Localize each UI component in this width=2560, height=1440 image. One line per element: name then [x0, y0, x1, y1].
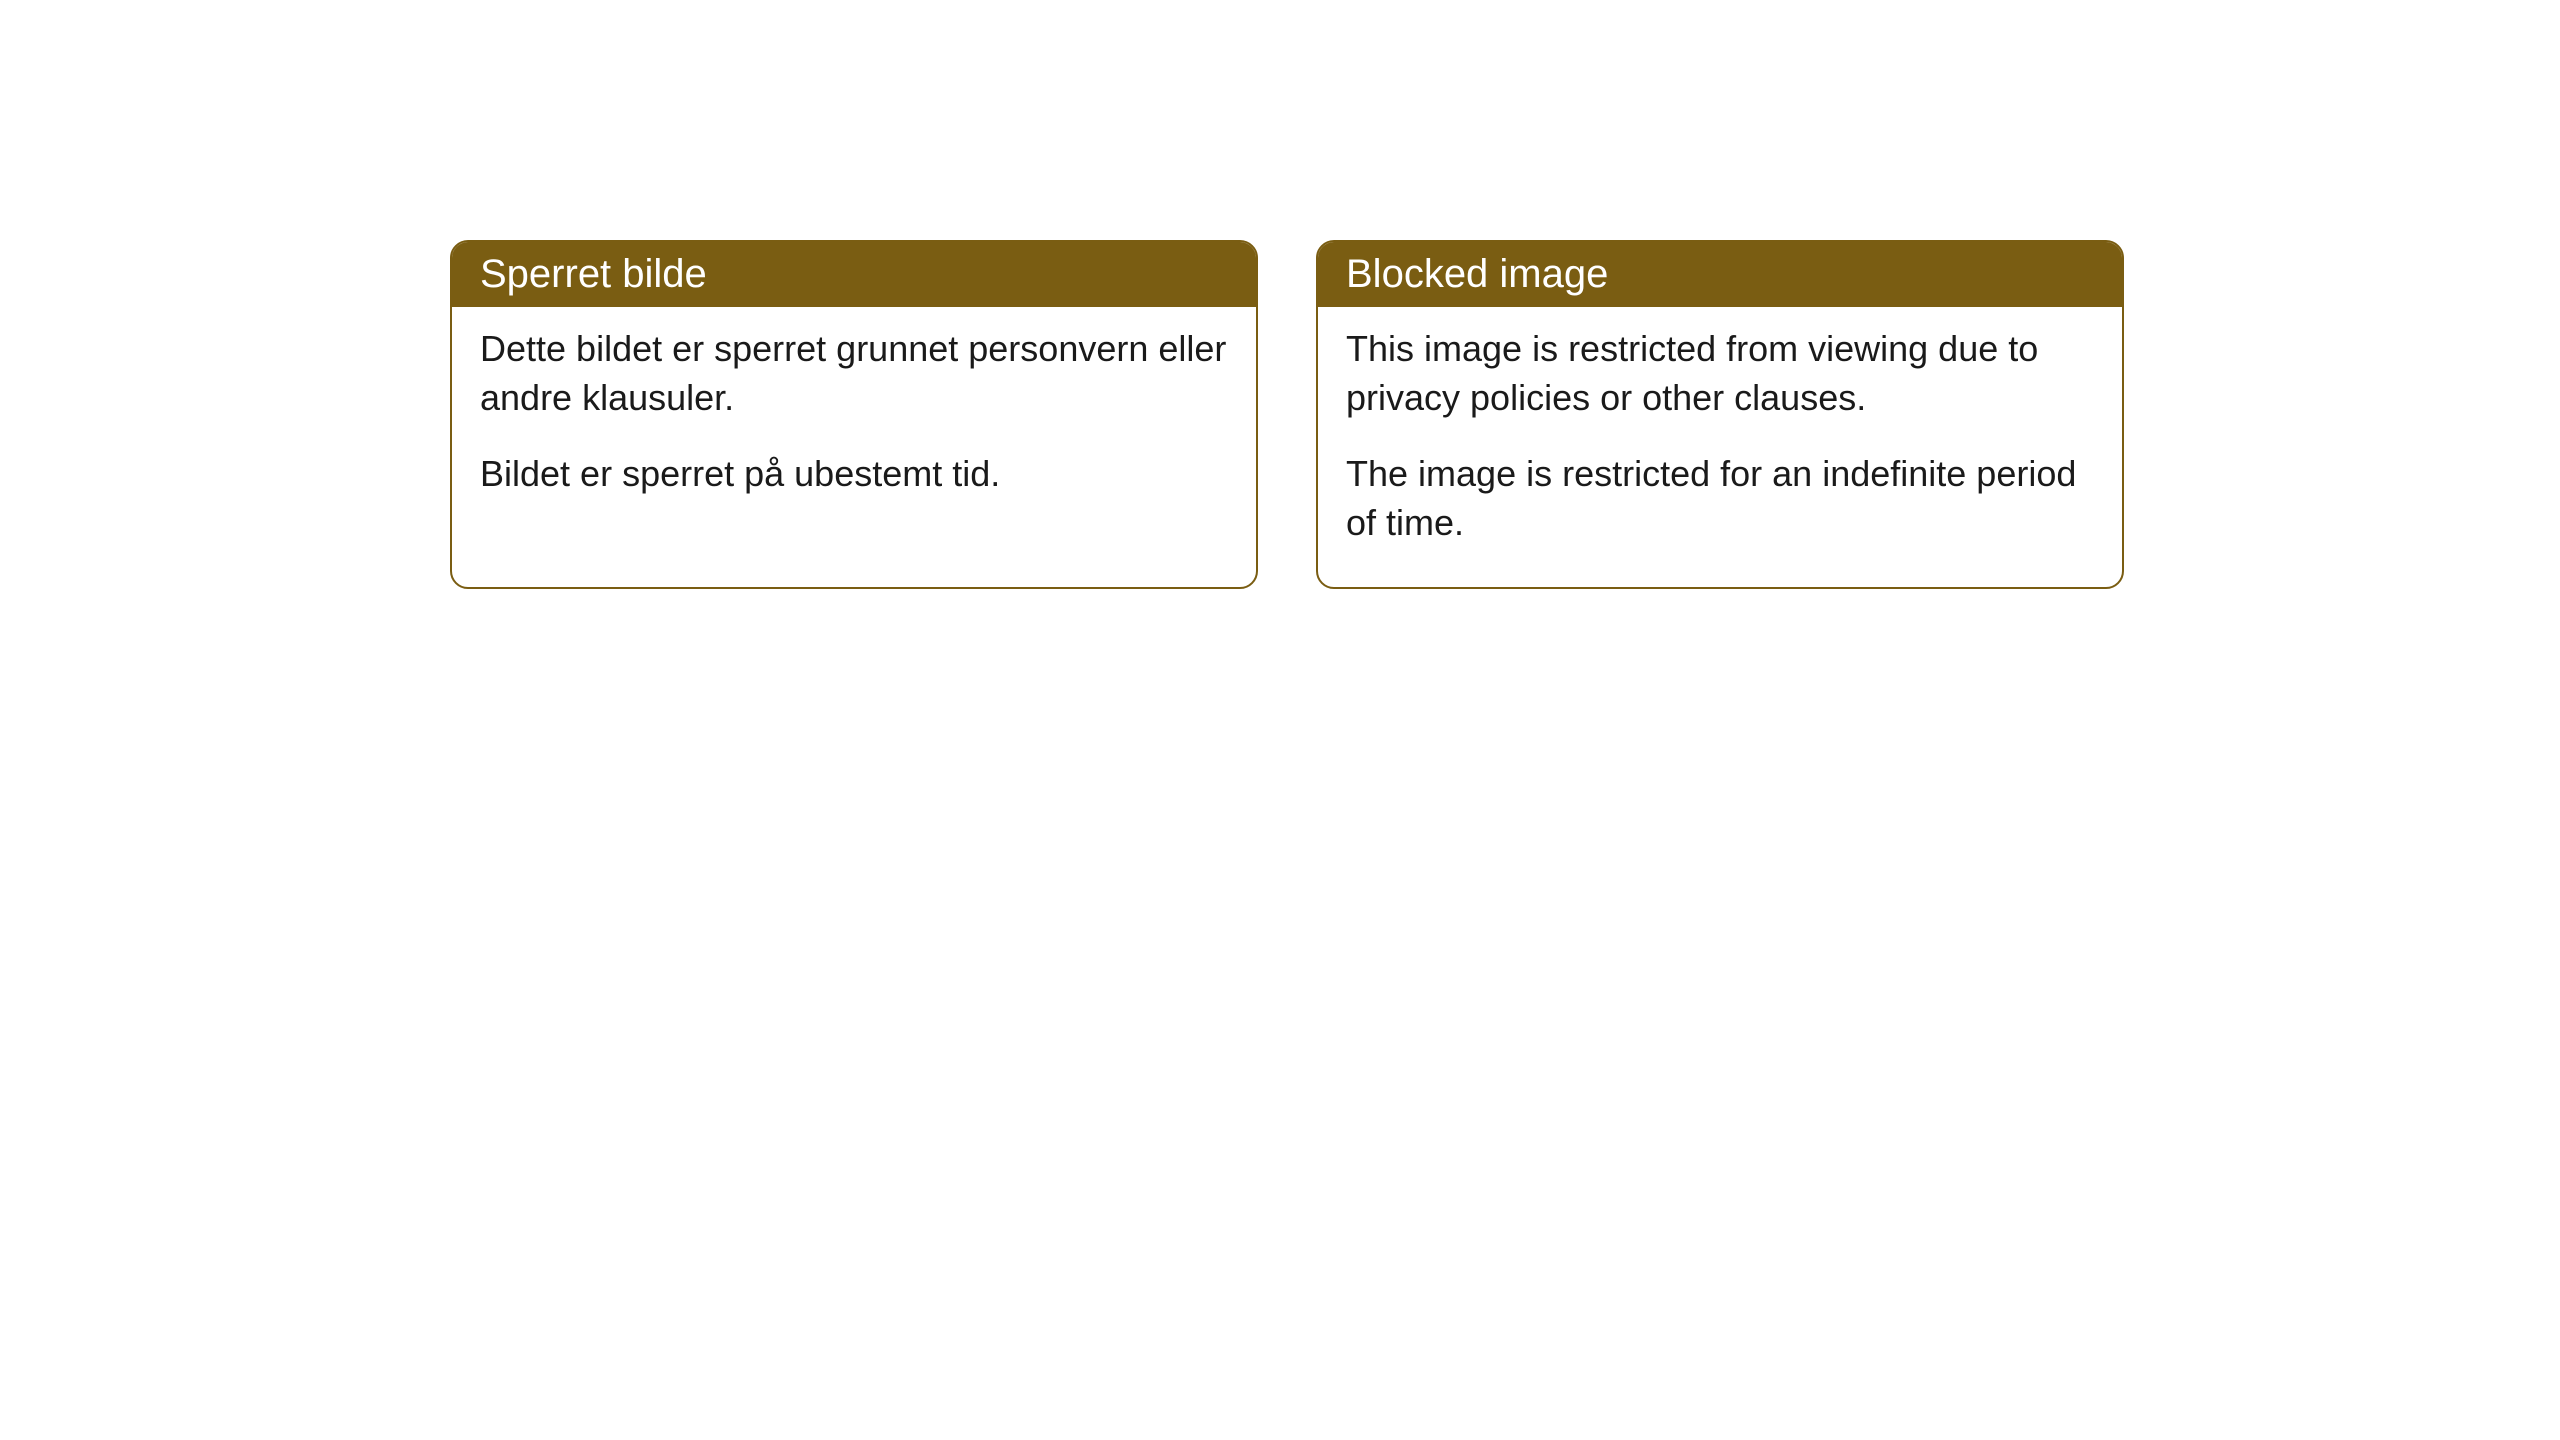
card-header-en: Blocked image: [1318, 242, 2122, 307]
card-body-en: This image is restricted from viewing du…: [1318, 307, 2122, 587]
card-paragraph-2-en: The image is restricted for an indefinit…: [1346, 450, 2094, 547]
card-body-no: Dette bildet er sperret grunnet personve…: [452, 307, 1256, 539]
blocked-image-card-no: Sperret bilde Dette bildet er sperret gr…: [450, 240, 1258, 589]
card-paragraph-2-no: Bildet er sperret på ubestemt tid.: [480, 450, 1228, 499]
card-header-no: Sperret bilde: [452, 242, 1256, 307]
card-paragraph-1-en: This image is restricted from viewing du…: [1346, 325, 2094, 422]
notice-cards-container: Sperret bilde Dette bildet er sperret gr…: [450, 240, 2124, 589]
card-paragraph-1-no: Dette bildet er sperret grunnet personve…: [480, 325, 1228, 422]
blocked-image-card-en: Blocked image This image is restricted f…: [1316, 240, 2124, 589]
